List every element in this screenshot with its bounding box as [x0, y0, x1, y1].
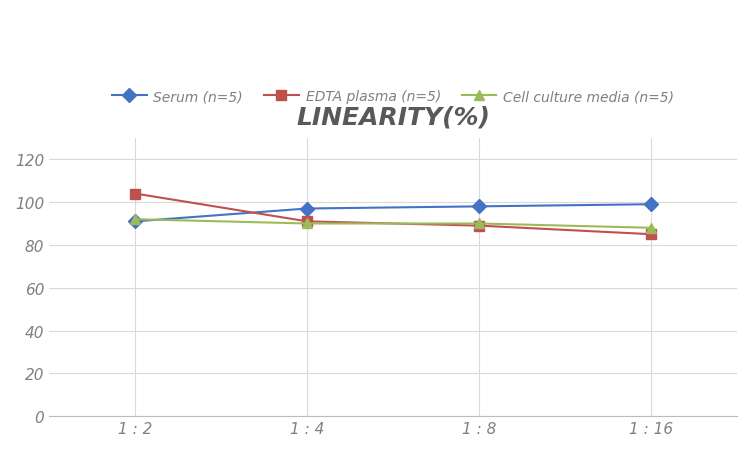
Line: Cell culture media (n=5): Cell culture media (n=5)	[130, 215, 656, 233]
EDTA plasma (n=5)	[647, 232, 656, 237]
Serum (n=5)	[302, 207, 311, 212]
EDTA plasma (n=5)	[302, 219, 311, 225]
EDTA plasma (n=5)	[131, 191, 140, 197]
Cell culture media (n=5)	[647, 226, 656, 231]
Serum (n=5)	[131, 219, 140, 225]
Cell culture media (n=5)	[302, 221, 311, 227]
Line: Serum (n=5): Serum (n=5)	[130, 200, 656, 227]
Cell culture media (n=5)	[475, 221, 484, 227]
Serum (n=5)	[647, 202, 656, 207]
EDTA plasma (n=5)	[475, 223, 484, 229]
Title: LINEARITY(%): LINEARITY(%)	[296, 106, 490, 130]
Serum (n=5)	[475, 204, 484, 210]
Legend: Serum (n=5), EDTA plasma (n=5), Cell culture media (n=5): Serum (n=5), EDTA plasma (n=5), Cell cul…	[106, 84, 680, 110]
Cell culture media (n=5)	[131, 217, 140, 222]
Line: EDTA plasma (n=5): EDTA plasma (n=5)	[130, 189, 656, 239]
